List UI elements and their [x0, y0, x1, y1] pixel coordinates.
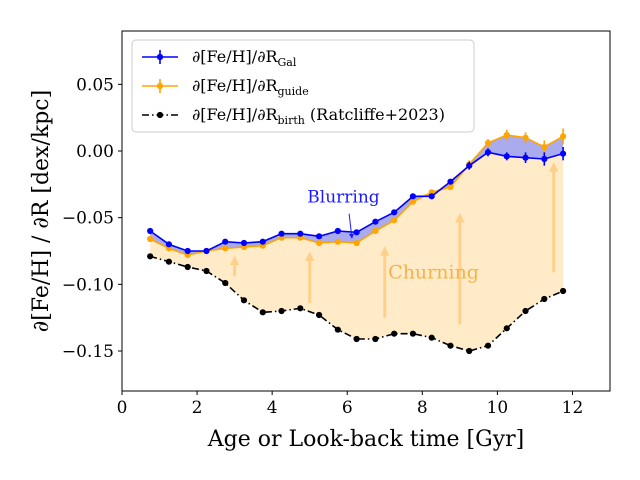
- legend: ∂[Fe/H]/∂RGal ∂[Fe/H]/∂Rguide ∂[Fe/H]/∂Rbi…: [131, 39, 475, 133]
- point-birth: [409, 330, 417, 337]
- point-birth: [447, 342, 454, 349]
- point-gal: [466, 162, 473, 169]
- point-birth: [334, 326, 341, 333]
- point-birth: [184, 263, 191, 271]
- point-birth: [222, 279, 229, 287]
- point-birth: [522, 307, 529, 315]
- point-gal: [278, 230, 285, 237]
- point-gal: [428, 193, 435, 200]
- point-gal: [259, 238, 266, 245]
- point-birth: [372, 335, 379, 343]
- series-gal: [147, 147, 567, 255]
- point-gal: [522, 154, 529, 161]
- y-tick-label: −0.15: [62, 342, 114, 362]
- point-guide: [147, 235, 154, 243]
- legend-entry-birth: ∂[Fe/H]/∂Rbirth (Ratcliffe+2023): [142, 105, 445, 127]
- legend-box: [131, 39, 475, 133]
- legend-marker-gal: [156, 53, 164, 61]
- x-tick-label: 6: [342, 398, 353, 418]
- point-birth: [203, 267, 210, 275]
- point-birth: [259, 309, 266, 316]
- x-tick-label: 10: [487, 398, 509, 418]
- x-tick-label: 0: [117, 398, 128, 418]
- point-gal: [147, 227, 154, 235]
- point-birth: [503, 325, 510, 332]
- point-gal: [409, 193, 417, 200]
- point-guide: [447, 183, 454, 191]
- point-gal: [447, 178, 454, 185]
- blurring-annotation: Blurring: [307, 187, 380, 207]
- point-guide: [391, 217, 398, 224]
- point-birth: [466, 347, 473, 355]
- series-birth: [147, 253, 567, 355]
- point-gal: [391, 209, 398, 216]
- point-gal: [184, 247, 191, 255]
- point-gal: [297, 230, 304, 237]
- point-birth: [559, 287, 567, 295]
- y-axis-label: ∂[Fe/H] / ∂R [dex/kpc]: [29, 90, 54, 332]
- churning-arrows: [229, 162, 559, 325]
- x-tick-label: 2: [192, 398, 203, 418]
- point-birth: [147, 253, 154, 260]
- point-guide: [541, 143, 548, 151]
- blurring-fill: [150, 135, 564, 255]
- point-birth: [240, 297, 248, 304]
- y-tick-label: −0.05: [62, 209, 114, 229]
- point-gal: [541, 155, 548, 163]
- legend-label-guide: ∂[Fe/H]/∂Rguide: [192, 76, 309, 98]
- x-tick-label: 4: [267, 398, 278, 418]
- point-birth: [278, 307, 285, 315]
- point-guide: [503, 131, 510, 139]
- churning-annotation: Churning: [388, 261, 479, 283]
- point-gal: [315, 233, 323, 240]
- point-guide: [559, 133, 567, 140]
- x-tick-label: 8: [417, 398, 428, 418]
- series-line-birth: [149, 255, 564, 352]
- blurring-arrow: [348, 213, 354, 239]
- legend-label-gal: ∂[Fe/H]/∂RGal: [192, 47, 297, 69]
- point-gal: [240, 239, 248, 247]
- annotations: Blurring Churning: [307, 187, 479, 283]
- axis-ticks: 0 2 4 6 8 10 12 −0.15 −0.10 −0.05 0.00 0.05: [62, 75, 583, 418]
- legend-entry-guide: ∂[Fe/H]/∂Rguide: [142, 76, 309, 98]
- point-birth: [391, 330, 398, 337]
- point-gal: [372, 218, 379, 225]
- point-birth: [297, 305, 304, 312]
- point-birth: [484, 342, 492, 349]
- plot-frame: [121, 30, 611, 392]
- point-birth: [541, 295, 548, 303]
- y-tick-label: 0.05: [76, 75, 114, 95]
- point-birth: [315, 311, 323, 319]
- legend-label-birth: ∂[Fe/H]/∂Rbirth (Ratcliffe+2023): [192, 105, 445, 127]
- legend-marker-guide: [156, 82, 164, 90]
- x-axis-label: Age or Look-back time [Gyr]: [207, 427, 525, 452]
- point-gal: [222, 238, 229, 245]
- point-guide: [484, 139, 492, 147]
- point-gal: [203, 247, 210, 255]
- point-guide: [315, 239, 323, 247]
- point-birth: [165, 258, 173, 265]
- point-gal: [484, 149, 492, 156]
- point-guide: [522, 134, 529, 141]
- point-gal: [353, 229, 360, 236]
- point-guide: [372, 227, 379, 235]
- point-gal: [165, 241, 173, 248]
- point-guide: [409, 198, 417, 205]
- point-guide: [334, 238, 341, 245]
- series-layer: [147, 128, 567, 355]
- point-guide: [222, 245, 229, 252]
- legend-entry-gal: ∂[Fe/H]/∂RGal: [142, 47, 297, 69]
- legend-marker-birth: [156, 111, 164, 119]
- y-tick-label: 0.00: [76, 142, 114, 162]
- point-gal: [503, 153, 510, 160]
- point-gal: [334, 227, 341, 235]
- point-guide: [353, 239, 360, 247]
- y-tick-label: −0.10: [62, 275, 114, 295]
- point-birth: [428, 334, 435, 341]
- point-birth: [353, 335, 360, 343]
- x-tick-label: 12: [562, 398, 584, 418]
- point-gal: [559, 150, 567, 157]
